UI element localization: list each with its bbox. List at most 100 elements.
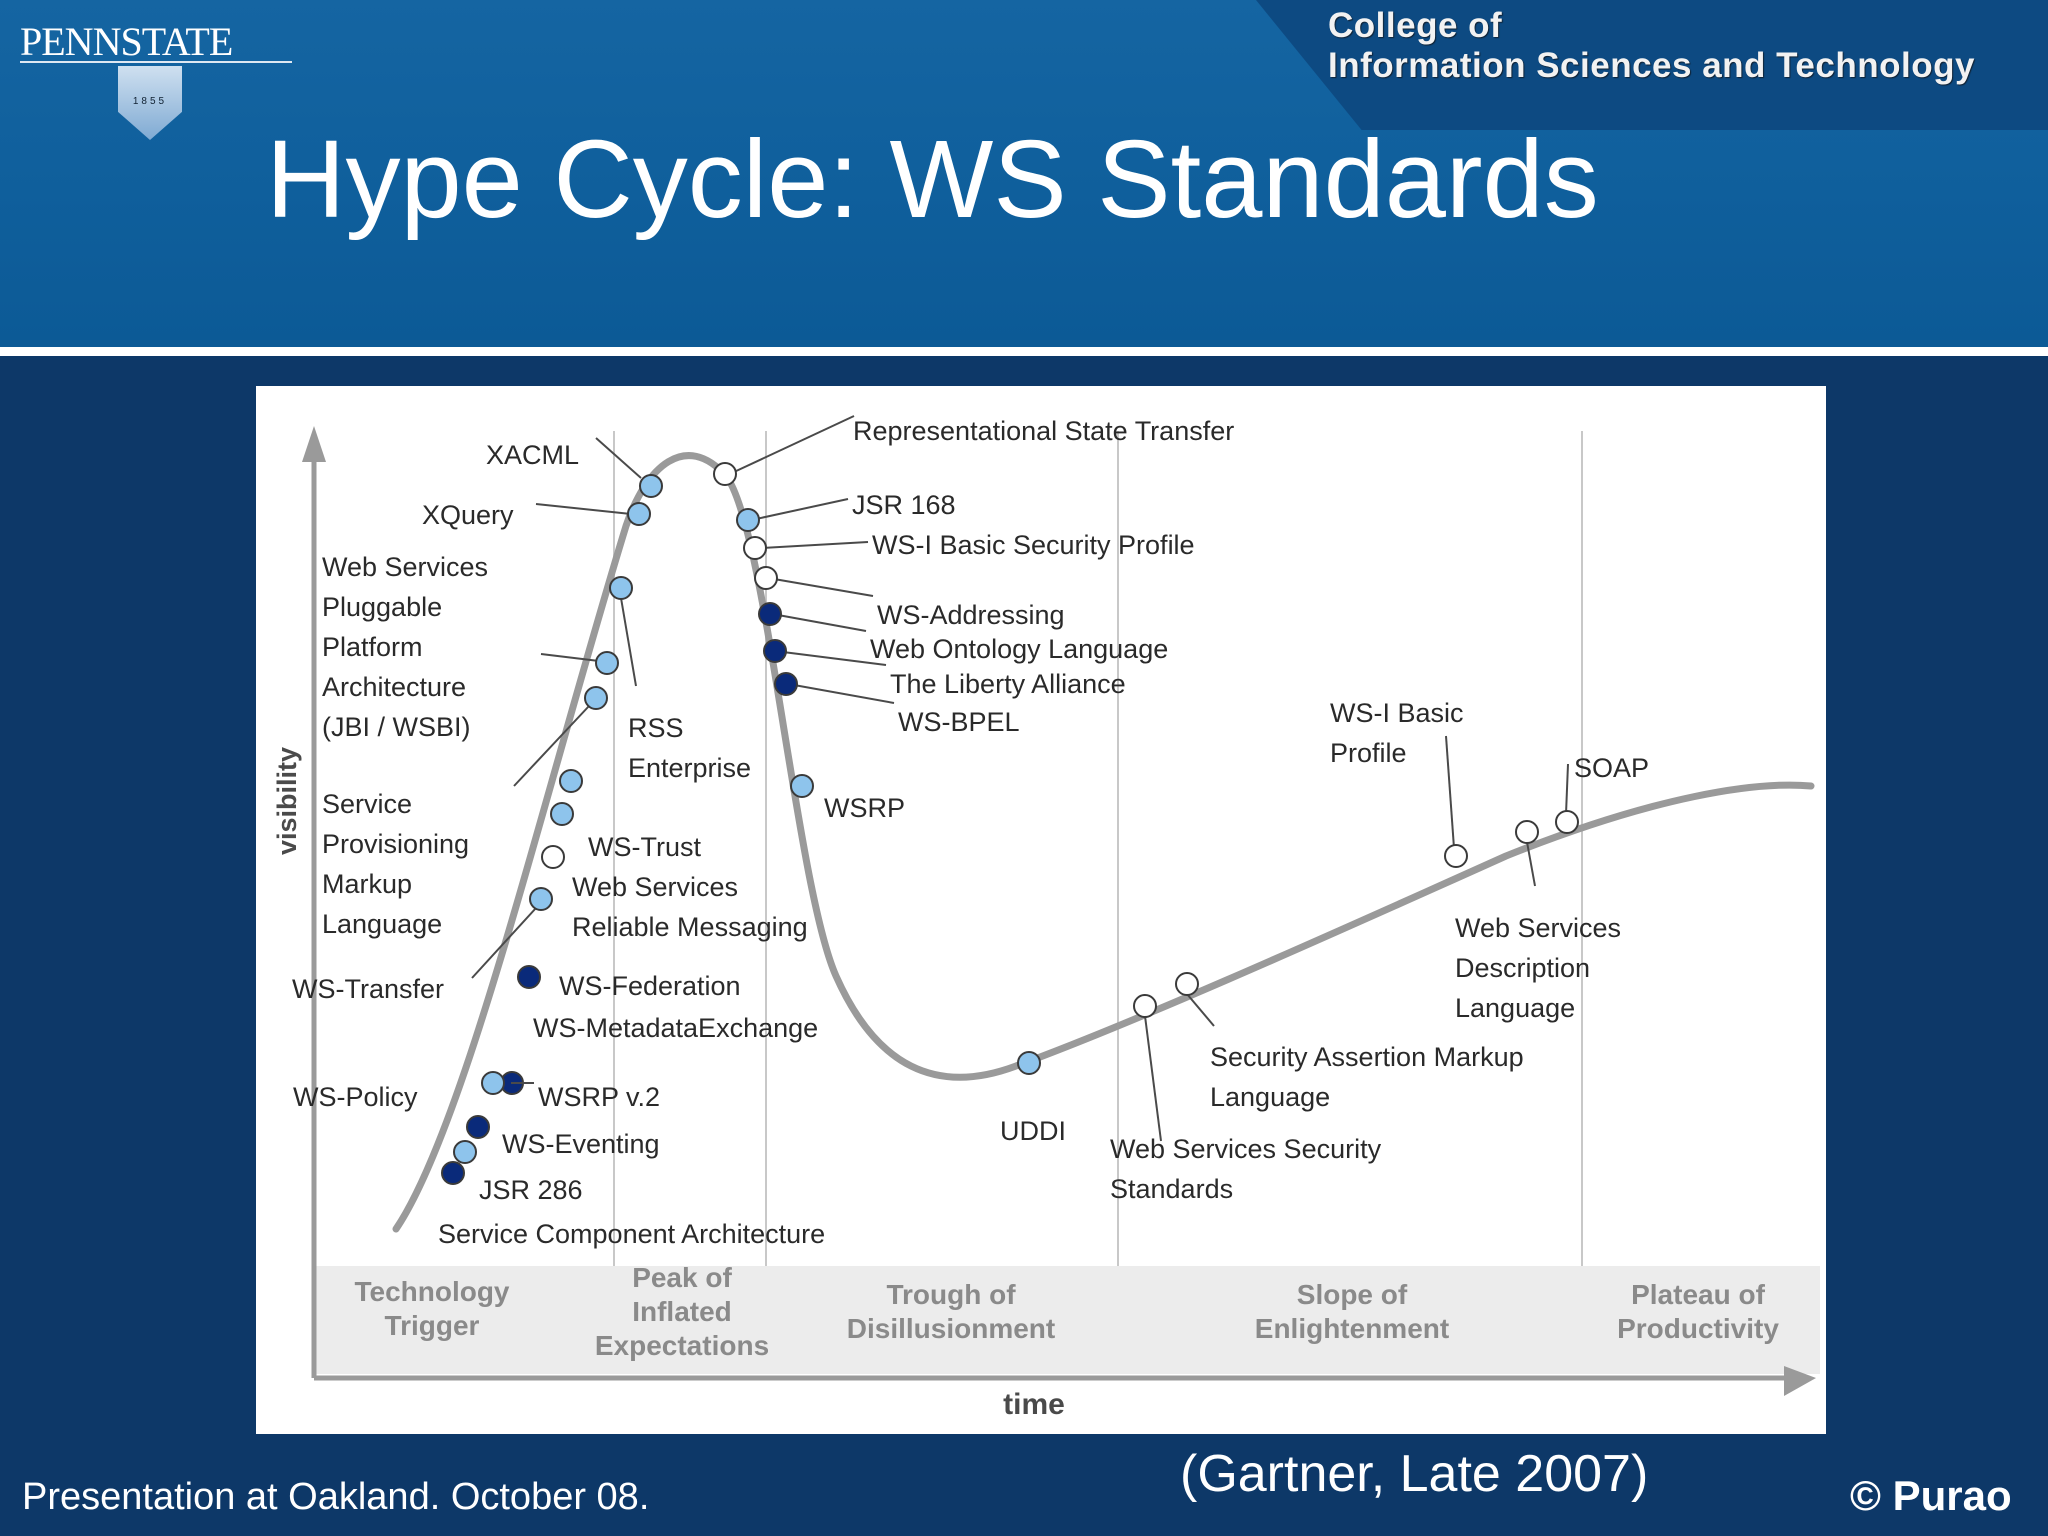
tech-label: Security Assertion Markup Language: [1210, 1042, 1524, 1112]
header-divider: [0, 347, 2048, 356]
tech-label: WS-Eventing: [502, 1129, 660, 1159]
tech-marker: [609, 576, 633, 600]
tech-marker: [481, 1071, 505, 1095]
header-accent-band: [1256, 0, 2048, 130]
tech-label: XQuery: [422, 500, 514, 530]
footer-copyright: © Purao: [1850, 1472, 2012, 1519]
tech-leader-line: [773, 578, 874, 597]
tech-label-line: Web Ontology Language: [870, 634, 1168, 664]
college-name: College of Information Sciences and Tech…: [1328, 6, 1975, 86]
tech-marker: [1444, 844, 1468, 868]
phase-label-line: Enlightenment: [1255, 1313, 1449, 1344]
tech-label-line: WSRP v.2: [538, 1082, 660, 1112]
tech-marker: [639, 474, 663, 498]
tech-marker: [529, 887, 553, 911]
tech-leader-line: [1144, 1015, 1162, 1142]
tech-leader-line: [540, 653, 600, 662]
tech-marker: [754, 566, 778, 590]
tech-marker: [763, 639, 787, 663]
tech-marker: [713, 462, 737, 486]
tech-marker: [774, 672, 798, 696]
tech-label: Web Services Description Language: [1455, 913, 1621, 1023]
phase-label-line: Slope of: [1297, 1279, 1408, 1310]
tech-label-line: WSRP: [824, 793, 905, 823]
tech-label: WS-I Basic Security Profile: [872, 530, 1195, 560]
phase-strip: [314, 1266, 1820, 1374]
tech-label: Service Component Architecture: [438, 1219, 825, 1249]
tech-label: SOAP: [1574, 753, 1649, 783]
tech-label-line: Security Assertion Markup: [1210, 1042, 1524, 1072]
tech-label-line: Service Component Architecture: [438, 1219, 825, 1249]
source-caption: (Gartner, Late 2007): [1180, 1445, 1649, 1503]
tech-label: WS-Trust: [588, 832, 701, 862]
tech-leader-line: [761, 541, 869, 549]
tech-label-line: Web Services Security: [1110, 1134, 1382, 1164]
phase-label: Trough of Disillusionment: [847, 1279, 1055, 1344]
college-line-1: College of: [1328, 6, 1503, 45]
tech-marker: [453, 1140, 477, 1164]
tech-label-line: RSS: [628, 713, 684, 743]
tech-label: XACML: [486, 440, 579, 470]
tech-label-line: WS-Transfer: [292, 974, 444, 1004]
tech-marker: [627, 502, 651, 526]
tech-label-line: Web Services: [1455, 913, 1621, 943]
tech-marker: [466, 1115, 490, 1139]
tech-label-line: Service: [322, 789, 412, 819]
tech-label-line: Architecture: [322, 672, 466, 702]
tech-label: The Liberty Alliance: [890, 669, 1126, 699]
tech-leader-line: [733, 415, 855, 473]
tech-label-line: JSR 286: [479, 1175, 583, 1205]
tech-marker: [550, 802, 574, 826]
tech-leader-line: [1526, 841, 1536, 887]
tech-label-line: Reliable Messaging: [572, 912, 808, 942]
tech-marker: [517, 965, 541, 989]
tech-marker: [743, 536, 767, 560]
tech-label: WS-Addressing: [877, 600, 1065, 630]
tech-label-line: (JBI / WSBI): [322, 712, 471, 742]
tech-leader-line: [1565, 763, 1569, 815]
tech-leader-line: [777, 614, 867, 632]
tech-label: WS-BPEL: [898, 707, 1020, 737]
tech-marker: [1133, 994, 1157, 1018]
tech-label: JSR 168: [852, 490, 956, 520]
phase-label-line: Inflated: [632, 1296, 732, 1327]
tech-label-line: WS-Eventing: [502, 1129, 660, 1159]
tech-leader-line: [782, 651, 887, 666]
phase-label-line: Technology: [354, 1276, 509, 1307]
tech-label: Web Ontology Language: [870, 634, 1168, 664]
tech-label: WS-MetadataExchange: [533, 1013, 818, 1043]
tech-label-line: Web Services: [322, 552, 488, 582]
phase-label-line: Peak of: [632, 1262, 732, 1293]
tech-label-line: WS-I Basic: [1330, 698, 1464, 728]
tech-label: WS-I Basic Profile: [1330, 698, 1464, 768]
tech-leader-line: [595, 437, 642, 479]
phase-label-line: Trigger: [385, 1310, 480, 1341]
tech-label-line: Language: [1210, 1082, 1330, 1112]
tech-label-line: XQuery: [422, 500, 514, 530]
hype-curve: [392, 452, 1815, 1233]
tech-leader-line: [620, 597, 637, 687]
tech-leader-line: [755, 498, 849, 520]
tech-label: WS-Transfer: [292, 974, 444, 1004]
slide-title: Hype Cycle: WS Standards: [266, 118, 1599, 241]
hype-cycle-diagram: visibility time Technology Trigger Peak of In…: [272, 415, 1820, 1421]
tech-marker: [790, 774, 814, 798]
tech-label-line: Language: [1455, 993, 1575, 1023]
tech-leader-line: [793, 684, 895, 704]
tech-label-line: SOAP: [1574, 753, 1649, 783]
tech-label-line: Language: [322, 909, 442, 939]
tech-label: WSRP v.2: [538, 1082, 660, 1112]
tech-label-line: WS-Policy: [293, 1082, 418, 1112]
slide-header: PENNSTATE 1855 College of Information Sc…: [0, 0, 2048, 347]
tech-marker: [1017, 1051, 1041, 1075]
tech-label-line: Enterprise: [628, 753, 751, 783]
tech-marker: [559, 769, 583, 793]
tech-label-line: JSR 168: [852, 490, 956, 520]
pennstate-logo-text: PENNSTATE: [20, 19, 233, 64]
tech-leader-line: [1186, 993, 1215, 1027]
phase-label-line: Trough of: [886, 1279, 1016, 1310]
logo-rule: [20, 61, 292, 63]
tech-label-line: Representational State Transfer: [853, 416, 1234, 446]
footer-presentation: Presentation at Oakland. October 08.: [22, 1476, 650, 1518]
x-axis-arrow-icon: [1784, 1366, 1816, 1396]
